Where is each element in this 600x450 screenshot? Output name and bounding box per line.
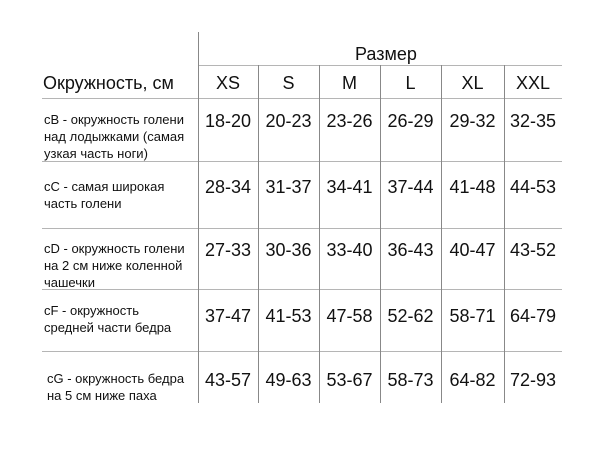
size-range-cell: 36-43 <box>387 240 434 260</box>
size-range-cell: 18-20 <box>204 111 252 131</box>
size-range-cell: 27-33 <box>204 240 252 260</box>
size-range-cell: 44-53 <box>509 177 557 197</box>
size-range-cell: 33-40 <box>326 240 373 260</box>
measure-header: Окружность, см <box>43 73 174 93</box>
row-label: cD - окружность голени на 2 см ниже колен… <box>44 240 185 291</box>
row-label-line: чашечки <box>44 275 95 290</box>
size-range-cell: 64-82 <box>449 370 496 390</box>
size-column-header: XS <box>215 73 240 93</box>
size-range-cell: 72-93 <box>509 370 557 390</box>
size-range-cell: 43-52 <box>509 240 557 260</box>
divider <box>319 65 320 403</box>
row-label-line: cC - самая широкая <box>44 179 165 194</box>
size-range-cell: 41-48 <box>449 177 496 197</box>
row-label-line: cF - окружность <box>44 303 139 318</box>
divider <box>504 65 505 403</box>
row-label-line: средней части бедра <box>44 320 172 335</box>
size-range-cell: 47-58 <box>326 306 373 326</box>
divider <box>258 65 259 403</box>
divider <box>42 351 562 352</box>
size-range-cell: 40-47 <box>449 240 496 260</box>
row-label-line: на 5 см ниже паха <box>47 388 157 403</box>
size-range-cell: 64-79 <box>509 306 557 326</box>
size-column-header: XXL <box>515 73 551 93</box>
size-column-header: M <box>342 73 357 93</box>
divider <box>380 65 381 403</box>
size-column-header: S <box>282 73 295 93</box>
size-range-cell: 58-73 <box>387 370 434 390</box>
divider <box>42 289 562 290</box>
size-range-cell: 52-62 <box>387 306 434 326</box>
size-range-cell: 49-63 <box>265 370 312 390</box>
size-range-cell: 28-34 <box>204 177 252 197</box>
size-range-cell: 31-37 <box>265 177 312 197</box>
size-range-cell: 23-26 <box>326 111 373 131</box>
row-label-line: на 2 см ниже коленной <box>44 258 183 273</box>
row-label-line: над лодыжками (самая <box>44 129 185 144</box>
size-range-cell: 29-32 <box>449 111 496 131</box>
size-range-cell: 30-36 <box>265 240 312 260</box>
row-label-line: узкая часть ноги) <box>44 146 148 161</box>
size-range-cell: 37-47 <box>204 306 252 326</box>
size-range-cell: 34-41 <box>326 177 373 197</box>
size-column-header: XL <box>461 73 484 93</box>
size-range-cell: 58-71 <box>449 306 496 326</box>
row-label: cF - окружность средней части бедра <box>44 302 171 336</box>
divider <box>441 65 442 403</box>
row-label-line: часть голени <box>44 196 122 211</box>
row-label-line: cB - окружность голени <box>44 112 184 127</box>
size-range-cell: 32-35 <box>509 111 557 131</box>
divider <box>42 228 562 229</box>
size-range-cell: 43-57 <box>204 370 252 390</box>
size-range-cell: 37-44 <box>387 177 434 197</box>
row-label: cC - самая широкая часть голени <box>44 178 164 212</box>
divider <box>198 32 199 403</box>
size-range-cell: 20-23 <box>265 111 312 131</box>
row-label-line: cG - окружность бедра <box>47 371 185 386</box>
size-header: Размер <box>355 44 417 64</box>
size-range-cell: 26-29 <box>387 111 434 131</box>
row-label: cB - окружность голени над лодыжками (сам… <box>44 111 184 162</box>
size-column-header: L <box>405 73 416 93</box>
size-range-cell: 53-67 <box>326 370 373 390</box>
size-range-cell: 41-53 <box>265 306 312 326</box>
row-label-line: cD - окружность голени <box>44 241 185 256</box>
divider <box>42 98 562 99</box>
row-label: cG - окружность бедра на 5 см ниже паха <box>47 370 184 404</box>
divider <box>42 161 562 162</box>
